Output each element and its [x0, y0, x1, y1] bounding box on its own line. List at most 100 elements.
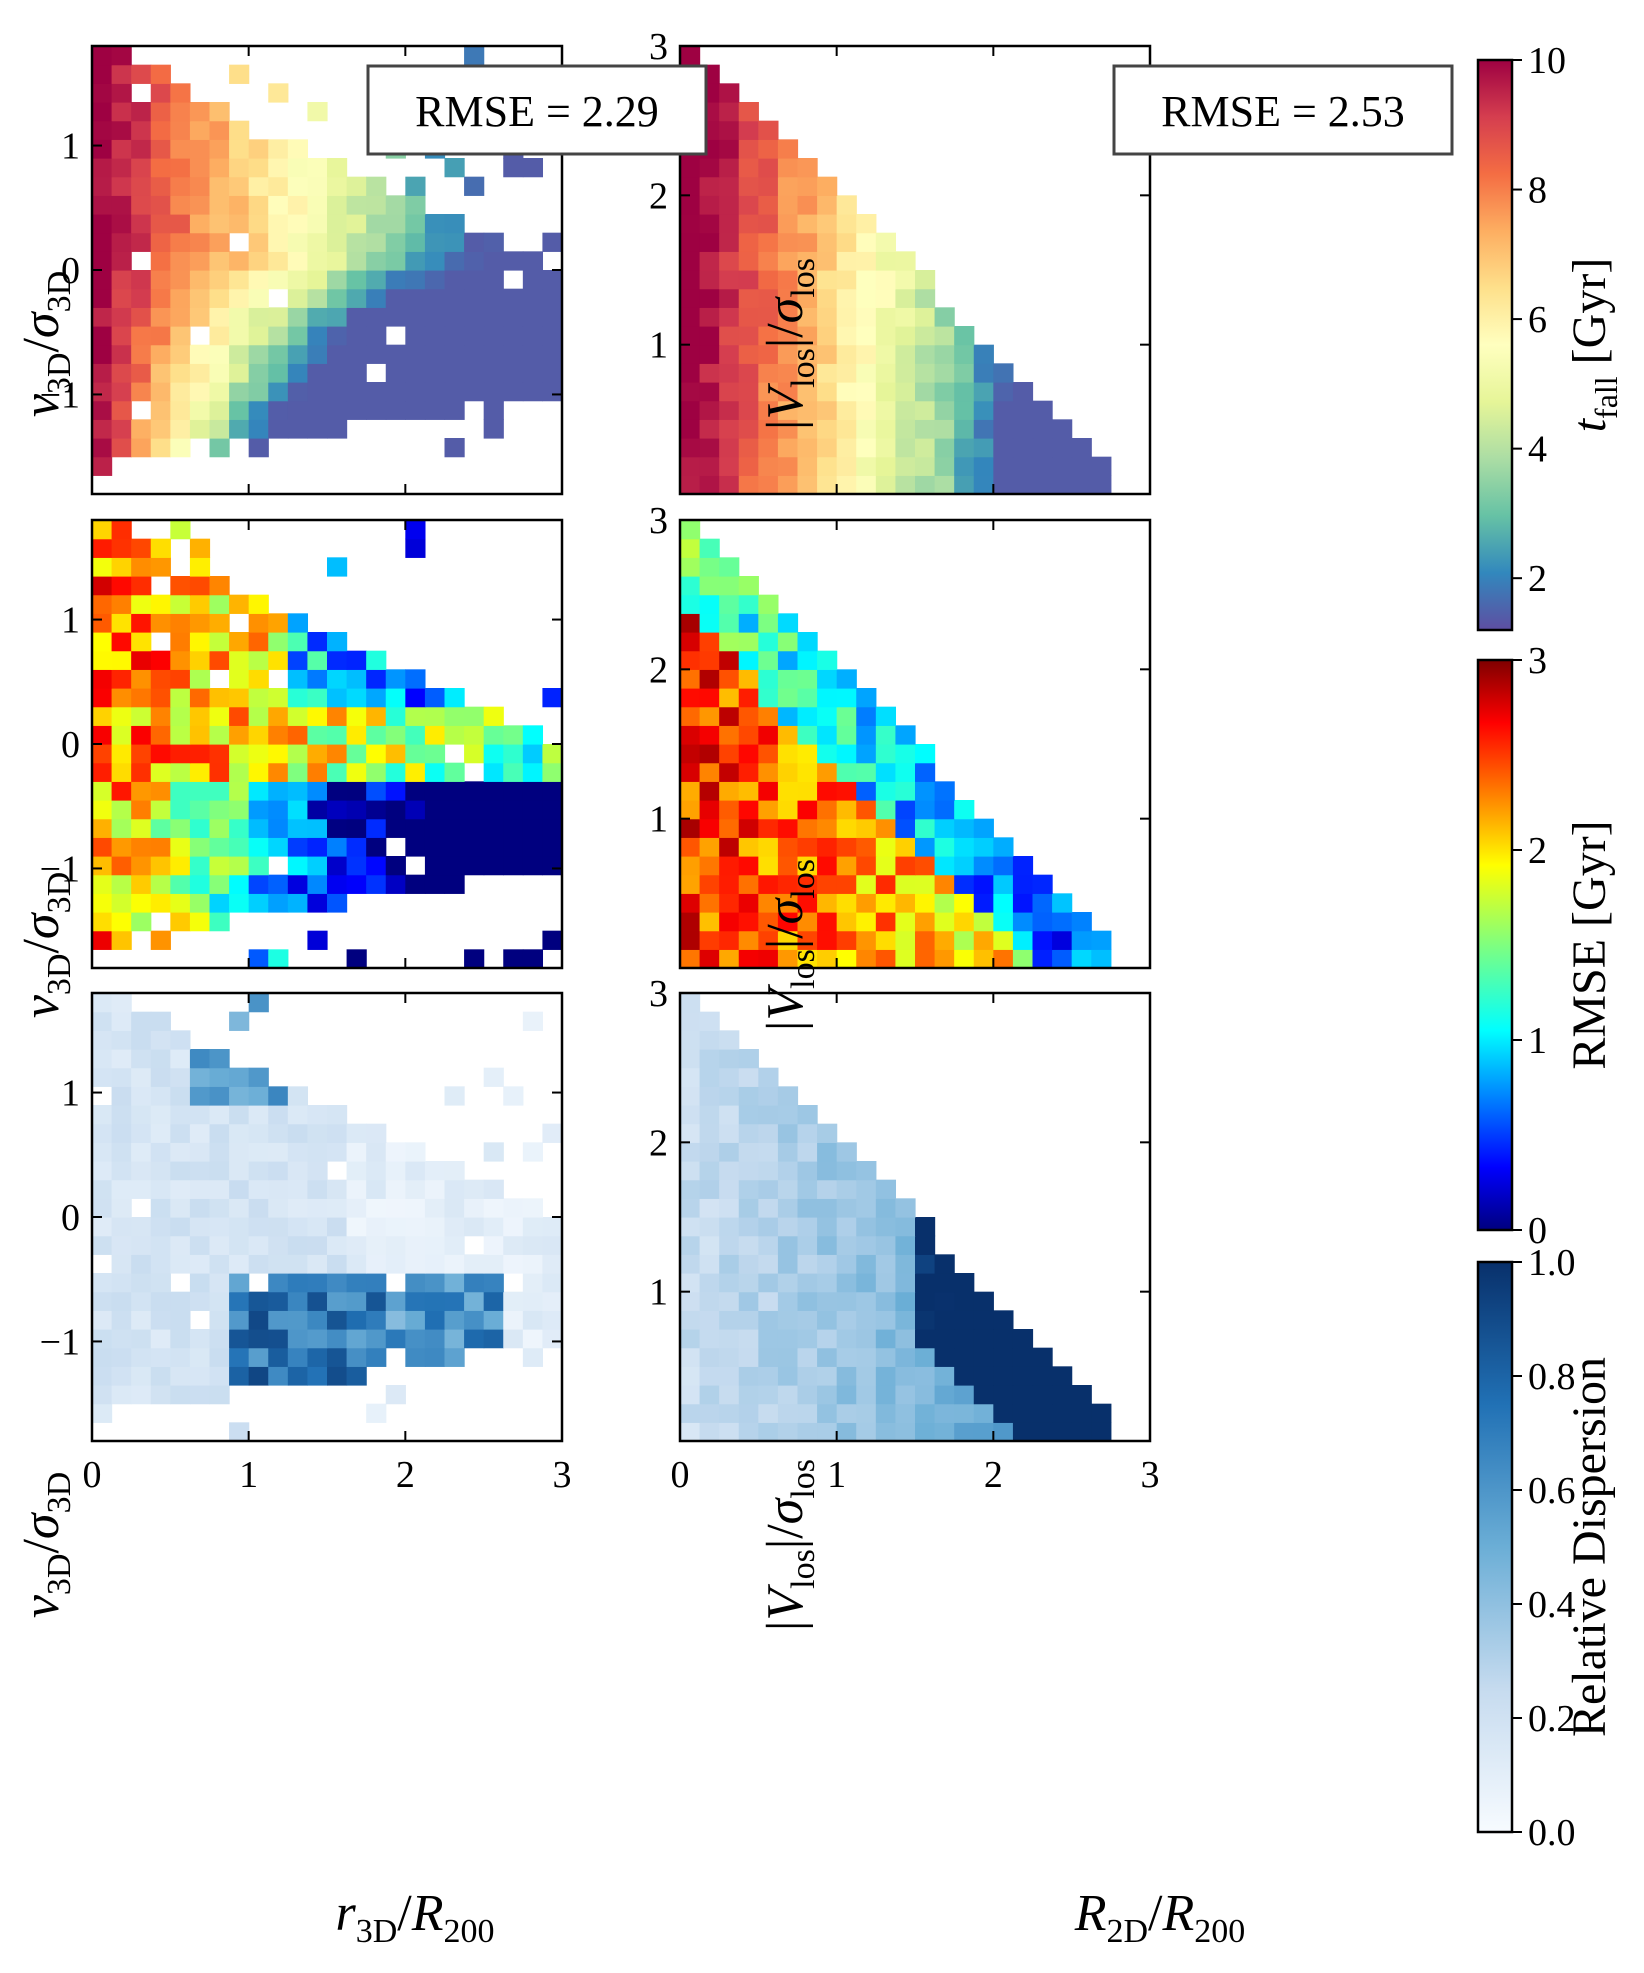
rmse-2d-cell — [856, 762, 877, 782]
disp-3d-cell — [131, 1366, 152, 1386]
disp-3d-cell — [444, 1291, 465, 1311]
rmse-3d-cell — [366, 688, 387, 708]
rmse-2d-cell — [699, 669, 720, 689]
disp-3d-cell — [287, 1329, 309, 1349]
disp-2d-cell — [758, 1105, 779, 1125]
tfall-colorbar-tick-label: 8 — [1528, 170, 1547, 212]
tfall-3d-cell — [444, 344, 465, 364]
tfall-2d-cell — [934, 475, 955, 495]
tfall-3d-cell — [209, 326, 230, 346]
tfall-3d-cell — [268, 139, 289, 159]
rmse-3d-cell — [346, 818, 367, 838]
rmse-2d-cell — [875, 781, 897, 801]
tfall-2d-cell — [973, 344, 994, 364]
disp-3d-cell — [483, 1217, 504, 1237]
rmse-2d-cell — [758, 856, 779, 876]
rmse-3d-cell — [307, 632, 328, 652]
tfall-2d-cell — [895, 438, 916, 458]
tfall-2d-cell — [875, 382, 897, 402]
tfall-3d-cell — [170, 232, 191, 252]
disp-2d-cell — [934, 1254, 955, 1274]
tfall-2d-cell — [836, 195, 857, 215]
disp-3d-cell — [287, 1235, 309, 1255]
disp-2d-cell — [738, 1422, 759, 1442]
disp-3d-cell — [268, 1217, 289, 1237]
rmse-3d-cell — [209, 613, 230, 633]
rmse-3d-cell — [405, 762, 426, 782]
tfall-2d-cell — [699, 456, 720, 476]
tfall-3d-cell — [346, 288, 367, 308]
rmse-3d-cell — [170, 650, 191, 670]
tfall-3d-cell — [92, 438, 113, 458]
disp-2d-cell — [817, 1422, 838, 1442]
disp-3d-cell — [346, 1217, 367, 1237]
disp-2d-cell — [875, 1198, 897, 1218]
tfall-3d-cell — [287, 158, 309, 178]
disp-colorbar-tick-label: 1.0 — [1528, 1242, 1576, 1284]
tfall-3d-cell — [464, 46, 485, 66]
tfall-2d-cell — [719, 438, 740, 458]
tfall-3d-cell — [248, 400, 269, 420]
disp-3d-cell — [424, 1310, 446, 1330]
disp-2d-cell — [836, 1254, 857, 1274]
tfall-2d-cell — [836, 270, 857, 290]
disp-3d-cell — [522, 1273, 544, 1293]
tfall-2d-cell — [738, 232, 759, 252]
rmse-2d-cell — [680, 576, 701, 596]
disp-3d-cell — [444, 1217, 465, 1237]
disp-3d-cell — [209, 1179, 230, 1199]
tfall-2d-cell — [777, 307, 799, 327]
rmse-2d-cell — [719, 837, 740, 857]
disp-3d-cell — [287, 1310, 309, 1330]
disp-3d-cell — [346, 1310, 367, 1330]
disp-3d-cell — [503, 1310, 524, 1330]
tfall-2d-cell — [719, 251, 740, 271]
rmse-2d-cell — [1052, 949, 1073, 969]
disp-3d-cell — [111, 1329, 132, 1349]
tfall-2d-cell — [817, 214, 838, 234]
tfall-2d-cell — [954, 326, 975, 346]
rmse-2d-cell — [738, 818, 759, 838]
rmse-3d-cell — [424, 800, 446, 820]
disp-colorbar-tick-label: 0.4 — [1528, 1584, 1576, 1626]
rmse-2d-cell — [915, 912, 936, 932]
rmse-2d-cell — [797, 725, 818, 745]
disp-3d-cell — [483, 1198, 504, 1218]
tfall-2d-cell — [836, 251, 857, 271]
tfall-3d-cell — [229, 64, 250, 84]
disp-2d-cell — [777, 1086, 799, 1106]
tfall-2d-cell — [856, 251, 877, 271]
disp-3d-cell — [327, 1198, 348, 1218]
tfall-2d-cell — [680, 288, 701, 308]
disp-2d-cell — [915, 1235, 936, 1255]
tfall-2d-cell — [699, 288, 720, 308]
disp-2d-cell — [738, 1067, 759, 1087]
rmse-2d-cell — [993, 856, 1014, 876]
rmse-3d-cell — [483, 725, 504, 745]
rmse-3d-cell — [150, 613, 171, 633]
disp-2d-cell — [738, 1347, 759, 1367]
rmse-2d-cell — [954, 912, 975, 932]
rmse-2d-cell — [856, 930, 877, 950]
tfall-3d-cell — [346, 251, 367, 271]
disp-2d-cell — [915, 1217, 936, 1237]
rmse-3d-cell — [327, 688, 348, 708]
rmse-2d-cell — [934, 856, 955, 876]
disp-2d-cell — [777, 1235, 799, 1255]
disp-3d-cell — [170, 1217, 191, 1237]
tfall-3d-cell — [464, 307, 485, 327]
disp-3d-cell — [92, 1142, 113, 1162]
disp-2d-cell — [758, 1086, 779, 1106]
rmse-2d-cell — [836, 744, 857, 764]
rmse-3d-cell — [150, 669, 171, 689]
rmse-2d-cell — [777, 893, 799, 913]
tfall-2d-cell — [817, 195, 838, 215]
disp-2d-cell — [680, 1161, 701, 1181]
tfall-2d-cell — [699, 307, 720, 327]
disp-3d-cell — [131, 1105, 152, 1125]
tfall-3d-cell — [248, 307, 269, 327]
rmse-2d-cell — [875, 949, 897, 969]
disp-2d-cell — [954, 1291, 975, 1311]
tfall-3d-cell — [92, 83, 113, 103]
